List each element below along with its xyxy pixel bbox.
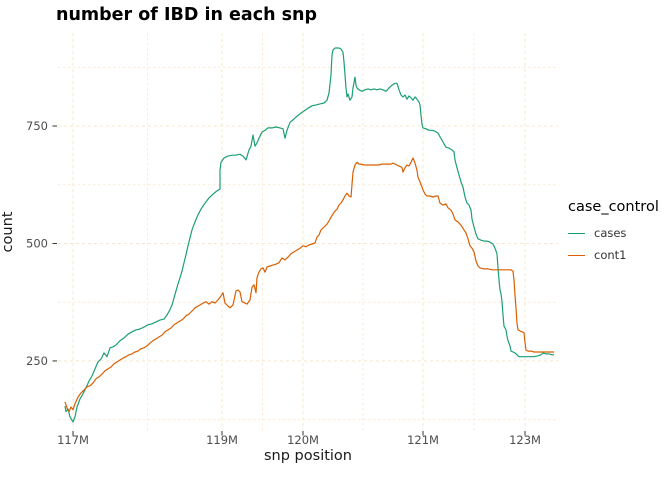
y-tick-label: 250 (26, 354, 48, 368)
y-tick-label: 750 (26, 119, 48, 133)
x-tick-label: 120M (287, 433, 319, 447)
legend-label-cont1: cont1 (594, 248, 627, 262)
legend-item-cont1: cont1 (568, 248, 659, 262)
chart-title: number of IBD in each snp (56, 5, 318, 25)
x-axis-title: snp position (264, 448, 352, 464)
cases-line-swatch (568, 232, 585, 234)
x-tick-label: 121M (407, 433, 439, 447)
y-axis-title: count (0, 211, 16, 253)
x-tick-label: 117M (57, 433, 89, 447)
legend-label-cases: cases (594, 226, 627, 240)
x-tick-label: 119M (206, 433, 238, 447)
legend: case_control cases cont1 (568, 199, 659, 262)
legend-title: case_control (568, 199, 659, 215)
x-tick-label: 123M (509, 433, 541, 447)
legend-item-cases: cases (568, 226, 659, 240)
series-line-cont1 (64, 157, 554, 413)
series-line-cases (64, 47, 554, 423)
y-tick-label: 500 (26, 236, 48, 250)
cont1-line-swatch (568, 254, 585, 256)
